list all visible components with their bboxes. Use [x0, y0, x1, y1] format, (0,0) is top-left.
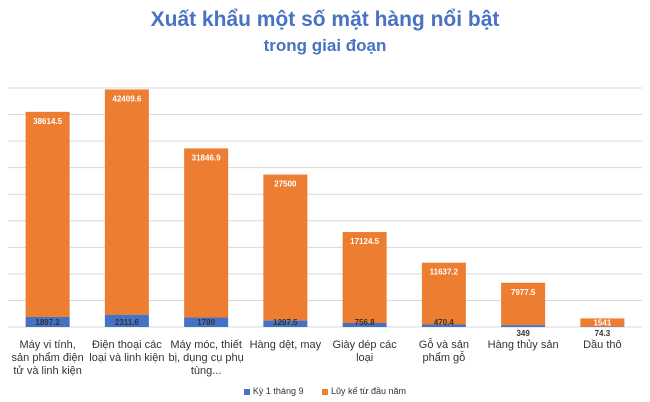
- bar-luy-ke: [342, 232, 387, 323]
- bar-ky-1: [421, 324, 466, 327]
- data-label-ky-1: 756.8: [355, 318, 376, 327]
- legend-item-luyke: Lũy kế từ đầu năm: [321, 386, 407, 396]
- data-label-ky-1: 1780: [197, 318, 215, 327]
- data-label-ky-1: 74.3: [595, 329, 611, 338]
- data-label-luy-ke: 38614.5: [33, 117, 62, 126]
- chart-subtitle: trong giai đoạn: [263, 36, 387, 55]
- legend-label: Kỳ 1 tháng 9: [252, 386, 304, 396]
- category-label: Hàng dệt, may: [250, 339, 322, 351]
- category-label: Dầu thô: [583, 339, 622, 351]
- bar-luy-ke: [580, 318, 625, 327]
- bar-ky-1: [501, 325, 546, 327]
- data-label-luy-ke: 1541: [593, 318, 611, 327]
- data-label-ky-1: 349: [516, 329, 530, 338]
- legend: Kỳ 1 tháng 9 Lũy kế từ đầu năm: [0, 386, 650, 396]
- bar-luy-ke: [263, 174, 308, 321]
- bar-ky-1: [342, 322, 387, 327]
- legend-label: Lũy kế từ đầu năm: [330, 386, 407, 396]
- bar-ky-1: [263, 320, 308, 327]
- legend-item-ky1: Kỳ 1 tháng 9: [243, 386, 304, 396]
- bar-ky-1: [104, 314, 149, 327]
- legend-swatch: [243, 388, 250, 395]
- data-label-luy-ke: 17124.5: [350, 237, 379, 246]
- category-label: Hàng thủy sản: [488, 339, 559, 351]
- data-label-ky-1: 1897.2: [35, 318, 60, 327]
- bar-luy-ke: [501, 282, 546, 326]
- category-label: Điện thoại các loại và linh kiện: [89, 339, 164, 364]
- category-label: Gỗ và sản phẩm gỗ: [419, 338, 469, 364]
- bar-luy-ke: [421, 262, 466, 325]
- data-label-ky-1: 470.4: [434, 318, 455, 327]
- category-label: Máy vi tính, sản phẩm điện tử và linh kiện: [12, 339, 84, 377]
- data-label-luy-ke: 11637.2: [430, 268, 459, 277]
- bar-ky-1: [184, 317, 229, 327]
- bar-ky-1: [25, 316, 70, 327]
- bar-luy-ke: [184, 148, 229, 318]
- legend-swatch: [321, 388, 328, 395]
- data-label-luy-ke: 27500: [274, 180, 297, 189]
- category-label: Máy móc, thiết bị, dụng cụ phụ tùng...: [169, 339, 244, 377]
- chart-title: Xuất khẩu một số mặt hàng nổi bật: [150, 8, 500, 31]
- data-label-ky-1: 2311.6: [115, 318, 140, 327]
- category-label: Giày dép các loại: [333, 339, 398, 364]
- data-label-luy-ke: 31846.9: [192, 153, 221, 162]
- bar-luy-ke: [104, 89, 149, 315]
- bar-luy-ke: [25, 111, 70, 317]
- data-label-ky-1: 1207.5: [273, 318, 298, 327]
- data-label-luy-ke: 7977.5: [511, 288, 536, 297]
- data-label-luy-ke: 42409.6: [112, 94, 141, 103]
